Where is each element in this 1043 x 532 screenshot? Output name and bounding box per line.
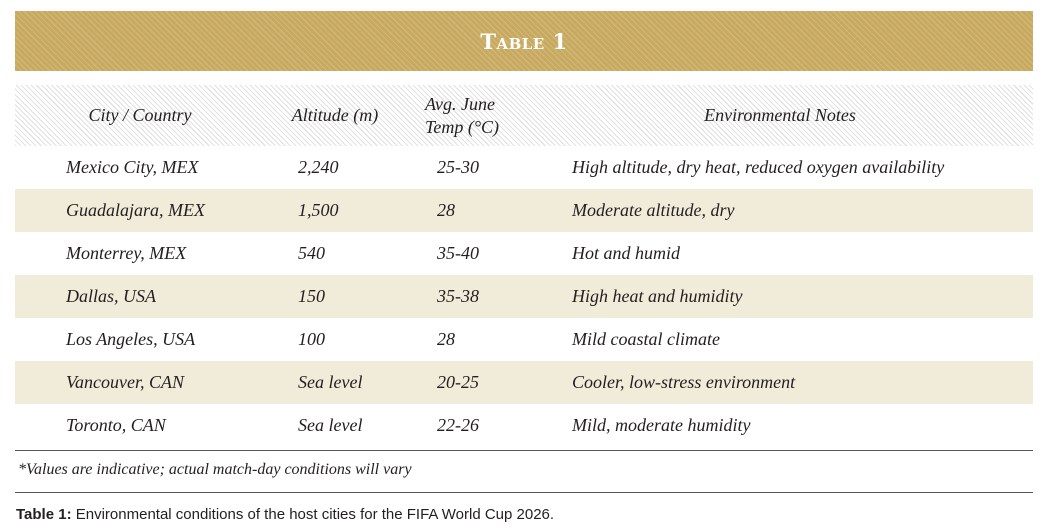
table-caption: Table 1: Environmental conditions of the… bbox=[16, 506, 554, 523]
table-title: Table 1 bbox=[480, 28, 568, 54]
table-footnote: *Values are indicative; actual match-day… bbox=[18, 461, 412, 478]
caption-rule bbox=[15, 492, 1033, 493]
header-city: City / Country bbox=[88, 105, 192, 125]
table-row: Dallas, USA 150 35-38 High heat and humi… bbox=[15, 275, 1033, 318]
cell-notes: Mild coastal climate bbox=[572, 329, 720, 349]
cell-temp: 28 bbox=[437, 200, 455, 220]
cell-city: Dallas, USA bbox=[66, 286, 156, 306]
cell-altitude: 1,500 bbox=[298, 200, 339, 220]
cell-notes: Moderate altitude, dry bbox=[572, 200, 735, 220]
header-altitude: Altitude (m) bbox=[291, 105, 379, 125]
cell-altitude: 2,240 bbox=[298, 157, 339, 177]
cell-temp: 35-38 bbox=[437, 286, 479, 306]
caption-text: Environmental conditions of the host cit… bbox=[71, 506, 555, 523]
cell-notes: Hot and humid bbox=[572, 243, 680, 263]
cell-altitude: Sea level bbox=[298, 415, 363, 435]
cell-temp: 22-26 bbox=[437, 415, 479, 435]
cell-altitude: Sea level bbox=[298, 372, 363, 392]
cell-notes: High altitude, dry heat, reduced oxygen … bbox=[572, 157, 945, 177]
cell-altitude: 150 bbox=[298, 286, 325, 306]
cell-city: Monterrey, MEX bbox=[66, 243, 187, 263]
table-bottom-rule bbox=[15, 450, 1033, 451]
cell-temp: 20-25 bbox=[437, 372, 479, 392]
cell-city: Vancouver, CAN bbox=[66, 372, 184, 392]
header-temp-line2: Temp (°C) bbox=[425, 116, 500, 137]
header-temp: Avg. June Temp (°C) bbox=[425, 85, 535, 146]
cell-notes: High heat and humidity bbox=[572, 286, 743, 306]
table-row: Toronto, CAN Sea level 22-26 Mild, moder… bbox=[15, 404, 1033, 447]
cell-city: Guadalajara, MEX bbox=[66, 200, 205, 220]
table-row: Vancouver, CAN Sea level 20-25 Cooler, l… bbox=[15, 361, 1033, 404]
cell-notes: Mild, moderate humidity bbox=[572, 415, 751, 435]
table-row: Guadalajara, MEX 1,500 28 Moderate altit… bbox=[15, 189, 1033, 232]
table-row: Monterrey, MEX 540 35-40 Hot and humid bbox=[15, 232, 1033, 275]
table-title-banner: Table 1 bbox=[15, 11, 1033, 71]
cell-altitude: 540 bbox=[298, 243, 325, 263]
caption-label: Table 1: bbox=[16, 506, 72, 523]
cell-notes: Cooler, low-stress environment bbox=[572, 372, 796, 392]
header-notes: Environmental Notes bbox=[704, 105, 856, 125]
cell-temp: 28 bbox=[437, 329, 455, 349]
cell-city: Mexico City, MEX bbox=[66, 157, 199, 177]
table-row: Mexico City, MEX 2,240 25-30 High altitu… bbox=[15, 146, 1033, 189]
cell-city: Toronto, CAN bbox=[66, 415, 166, 435]
table-row: Los Angeles, USA 100 28 Mild coastal cli… bbox=[15, 318, 1033, 361]
cell-altitude: 100 bbox=[298, 329, 325, 349]
table-header: City / Country Altitude (m) Avg. June Te… bbox=[15, 85, 1033, 146]
cell-temp: 25-30 bbox=[437, 157, 479, 177]
cell-temp: 35-40 bbox=[437, 243, 479, 263]
cell-city: Los Angeles, USA bbox=[66, 329, 196, 349]
header-temp-line1: Avg. June bbox=[425, 93, 495, 114]
